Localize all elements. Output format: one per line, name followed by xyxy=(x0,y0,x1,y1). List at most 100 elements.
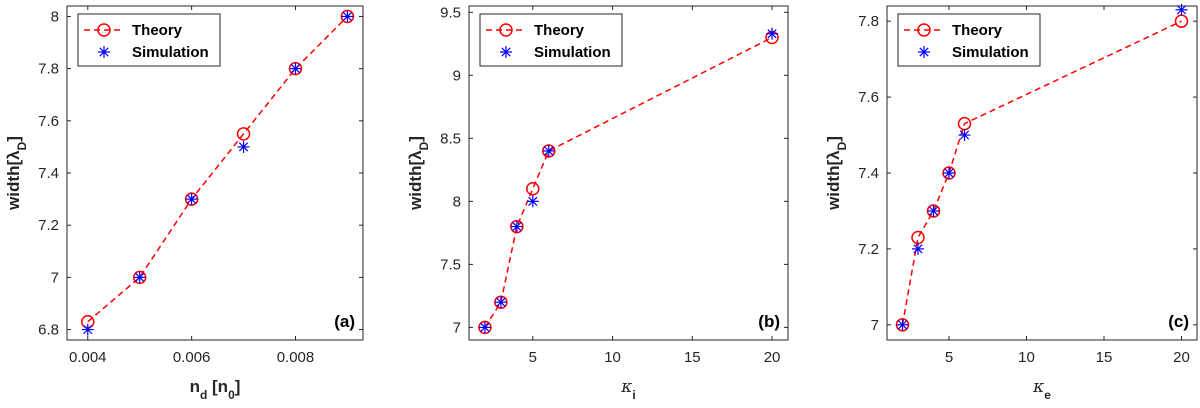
panel-label: (b) xyxy=(758,312,780,331)
plot-area-frame xyxy=(468,5,789,341)
y-tick-label: 7.4 xyxy=(858,165,879,182)
x-axis-title: κi xyxy=(620,377,636,402)
data-point-simulation xyxy=(185,193,198,206)
y-tick-label: 7.2 xyxy=(858,241,879,258)
y-tick-label: 8 xyxy=(51,8,59,25)
legend-theory-marker xyxy=(499,23,513,37)
y-tick-label: 7.6 xyxy=(858,89,879,106)
chart-panel-2: 5 10 15 20 7 7.5 8 8.5 9 9.5 κi width[λD] Theory Simu… xyxy=(406,4,789,402)
legend-box xyxy=(479,13,623,67)
asterisk-stroke xyxy=(959,130,970,140)
y-tick-label: 7.6 xyxy=(38,113,59,130)
y-axis-title: width[λD] xyxy=(824,136,849,211)
legend-label-theory: Theory xyxy=(534,22,585,39)
asterisk-stroke xyxy=(544,146,554,156)
legend-label-simulation: Simulation xyxy=(952,44,1029,61)
legend-label-simulation: Simulation xyxy=(132,44,209,61)
y-tick-label: 7.8 xyxy=(858,13,879,30)
x-tick-label: 5 xyxy=(529,349,537,366)
legend-theory-marker xyxy=(97,23,111,37)
legend-simulation-marker xyxy=(500,46,512,58)
y-tick-label: 7.4 xyxy=(38,165,59,182)
legend: Theory Simulation xyxy=(77,13,221,67)
y-axis-title: width[λD] xyxy=(406,136,431,211)
series-line xyxy=(484,36,773,328)
x-tick-label: 15 xyxy=(1096,349,1113,366)
data-point-simulation xyxy=(478,321,491,334)
asterisk-stroke xyxy=(512,221,522,232)
x-axis-title: κe xyxy=(1032,377,1051,402)
asterisk-stroke xyxy=(83,324,93,335)
panel-label: (c) xyxy=(1168,312,1189,331)
y-tick-label: 7 xyxy=(453,319,461,336)
asterisk-stroke xyxy=(897,320,908,330)
asterisk-stroke xyxy=(238,142,249,152)
asterisk-stroke xyxy=(290,64,301,74)
y-tick-label: 7 xyxy=(871,317,879,334)
asterisk-stroke xyxy=(767,29,777,39)
asterisk-stroke xyxy=(944,168,954,178)
asterisk-stroke xyxy=(528,196,538,206)
chart-panel-3: 5 10 15 20 7 7.2 7.4 7.6 7.8 κe width[λD] Theory Sim… xyxy=(824,3,1198,402)
x-tick-label: 10 xyxy=(604,349,621,366)
x-tick-label: 20 xyxy=(764,349,781,366)
x-axis-title: nd [n0] xyxy=(190,377,241,402)
data-point-simulation xyxy=(958,129,971,142)
asterisk-stroke xyxy=(913,244,923,254)
asterisk-stroke xyxy=(919,47,929,57)
asterisk-stroke xyxy=(480,322,490,333)
y-tick-label: 6.8 xyxy=(38,322,59,339)
legend-label-theory: Theory xyxy=(132,22,183,39)
asterisk-stroke xyxy=(99,47,109,57)
data-point-simulation xyxy=(81,323,94,336)
x-tick-label: 0.008 xyxy=(277,349,315,366)
y-tick-label: 9 xyxy=(453,67,461,84)
legend: Theory Simulation xyxy=(479,13,623,67)
legend-label-simulation: Simulation xyxy=(534,44,611,61)
x-tick-label: 15 xyxy=(684,349,701,366)
y-tick-label: 9.5 xyxy=(440,4,461,21)
data-point-simulation xyxy=(341,10,354,23)
y-tick-label: 8.5 xyxy=(440,130,461,147)
x-tick-label: 0.004 xyxy=(69,349,107,366)
asterisk-stroke xyxy=(1176,5,1187,15)
series-theory xyxy=(478,30,779,335)
data-point-simulation xyxy=(289,62,302,75)
legend-simulation-marker xyxy=(98,46,110,58)
data-point-simulation xyxy=(912,242,924,255)
legend-box xyxy=(77,13,221,67)
y-tick-label: 7 xyxy=(51,269,59,286)
series-simulation xyxy=(478,27,779,334)
y-axis-title: width[λD] xyxy=(4,136,29,211)
x-tick-label: 0.006 xyxy=(173,349,211,366)
data-point-simulation xyxy=(766,27,779,40)
data-point-simulation xyxy=(542,144,555,157)
data-point-simulation xyxy=(494,296,507,309)
asterisk-stroke xyxy=(501,47,511,57)
data-point-simulation xyxy=(927,204,940,217)
chart-panel-1: 0.004 0.006 0.008 6.8 7 7.2 7.4 7.6 7.8 8 nd [n0] w… xyxy=(4,5,364,402)
legend: Theory Simulation xyxy=(897,13,1041,67)
data-point-simulation xyxy=(133,271,146,284)
x-tick-label: 5 xyxy=(945,349,953,366)
series-line xyxy=(87,15,348,323)
data-point-simulation xyxy=(526,195,539,208)
data-point-simulation xyxy=(896,318,909,331)
y-tick-label: 7.8 xyxy=(38,61,59,78)
data-point-simulation xyxy=(237,140,250,153)
asterisk-stroke xyxy=(496,297,506,307)
data-point-theory xyxy=(236,127,251,141)
series-simulation xyxy=(896,3,1188,331)
legend-label-theory: Theory xyxy=(952,22,1003,39)
series-simulation xyxy=(81,10,354,336)
data-point-simulation xyxy=(943,167,955,179)
legend-box xyxy=(897,13,1041,67)
panel-label: (a) xyxy=(334,312,355,331)
y-tick-label: 8 xyxy=(453,193,461,210)
legend-theory-marker xyxy=(917,23,931,37)
x-tick-label: 10 xyxy=(1018,349,1035,366)
asterisk-stroke xyxy=(928,206,939,216)
y-tick-label: 7.5 xyxy=(440,256,461,273)
legend-simulation-marker xyxy=(918,46,930,58)
